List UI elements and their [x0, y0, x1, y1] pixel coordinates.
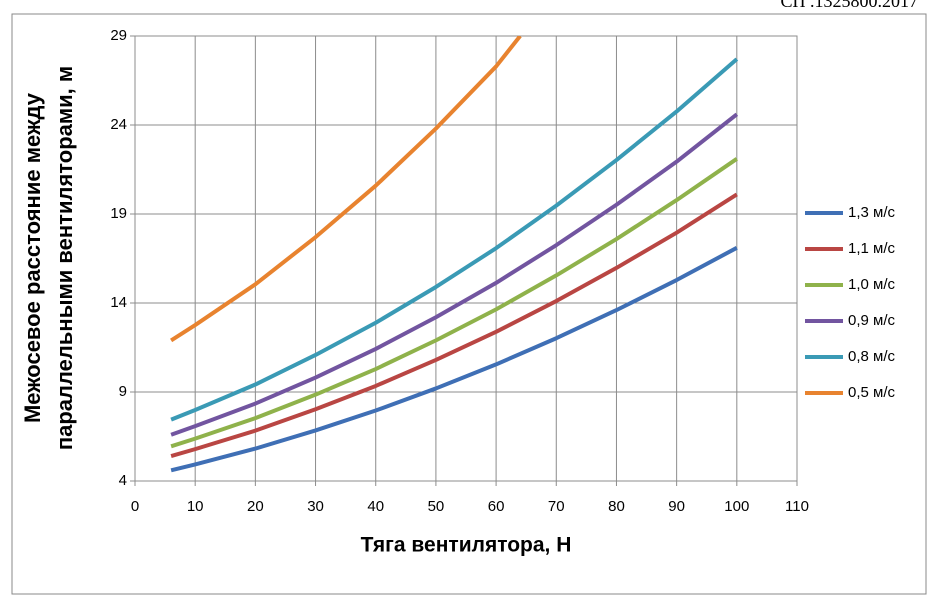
x-tick-label: 20 [247, 498, 264, 515]
x-tick-label: 30 [307, 498, 324, 515]
x-tick-label: 10 [187, 498, 204, 515]
y-tick-label: 29 [110, 27, 127, 44]
x-tick-label: 110 [785, 498, 809, 515]
series-line [170, 157, 738, 449]
series-line [170, 246, 738, 473]
legend-label: 1,0 м/с [848, 276, 895, 293]
page-header: СП .1325800.2017 [780, 0, 918, 11]
x-tick-label: 50 [428, 498, 445, 515]
y-axis-label-line: Межосевое расстояние между [20, 92, 45, 423]
legend-label: 1,1 м/с [848, 240, 895, 257]
y-axis-label-line: параллельными вентиляторами, м [52, 66, 77, 450]
y-tick-label: 9 [119, 383, 127, 400]
series-line [170, 36, 522, 343]
legend-label: 0,5 м/с [848, 384, 895, 401]
x-tick-label: 70 [548, 498, 565, 515]
y-axis-label: Межосевое расстояние между параллельными… [20, 66, 77, 450]
y-tick-label: 4 [119, 472, 127, 489]
x-tick-label: 80 [608, 498, 625, 515]
series-line [170, 112, 739, 437]
series-line [170, 192, 738, 459]
x-tick-label: 90 [668, 498, 685, 515]
y-tick-label: 19 [110, 205, 127, 222]
legend-label: 1,3 м/с [848, 204, 895, 221]
chart-frame [11, 13, 927, 595]
x-tick-label: 0 [131, 498, 139, 515]
plot-frame [134, 35, 798, 482]
x-tick-label: 40 [367, 498, 384, 515]
series-line [170, 57, 739, 422]
legend-label: 0,8 м/с [848, 348, 895, 365]
y-tick-label: 14 [110, 294, 127, 311]
y-tick-label: 24 [110, 116, 127, 133]
legend-label: 0,9 м/с [848, 312, 895, 329]
x-axis-label: Тяга вентилятора, Н [361, 534, 572, 557]
x-tick-label: 100 [724, 498, 749, 515]
x-tick-label: 60 [488, 498, 505, 515]
